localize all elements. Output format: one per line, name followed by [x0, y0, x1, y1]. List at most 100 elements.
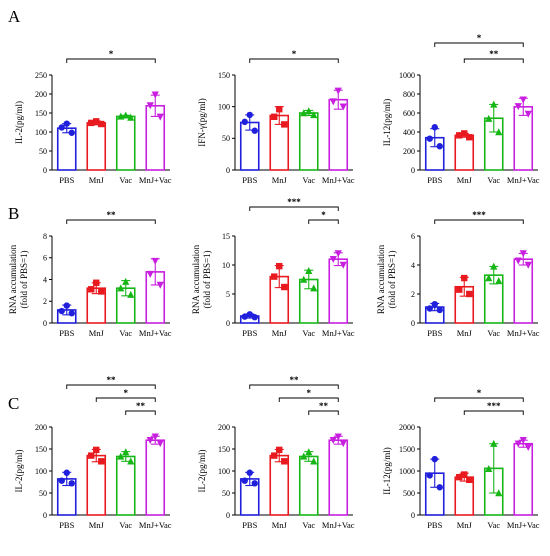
data-point	[68, 310, 75, 317]
data-point	[146, 270, 154, 278]
y-tick-label: 0	[226, 319, 230, 328]
significance-bracket	[66, 219, 156, 224]
y-axis-title: RNA accumulation	[8, 244, 18, 314]
significance-label: *	[109, 49, 114, 59]
significance-label: **	[489, 49, 499, 59]
category-label: PBS	[59, 328, 74, 338]
y-tick-label: 2	[43, 297, 47, 306]
y-tick-label: 100	[35, 128, 47, 137]
data-point	[456, 473, 463, 481]
y-tick-label: 600	[403, 109, 415, 118]
data-point	[122, 448, 130, 456]
y-tick-label: 150	[218, 445, 230, 454]
data-point	[246, 311, 253, 318]
data-point	[495, 128, 503, 136]
bar-chart: 0 50 100 150 200 250 IL-2(pg/ml) PBS MnJ Vac MnJ+V…	[14, 49, 172, 185]
data-point	[58, 124, 65, 131]
data-point	[146, 437, 154, 444]
data-point	[146, 102, 154, 110]
panel-label-b: B	[8, 204, 19, 223]
bar-chart: 0 50 100 150 200 IL-2(pg/ml) PBS MnJ Vac MnJ+Vac *…	[197, 375, 355, 530]
panel-label-c: C	[8, 394, 19, 413]
data-point	[305, 267, 313, 274]
significance-bracket	[434, 397, 524, 402]
significance-label: ***	[287, 197, 301, 207]
category-label: Vac	[487, 328, 500, 338]
y-tick-label: 150	[35, 445, 47, 454]
bar-chart: 0 2 4 6 RNA accumulation (fold of PBS=1) PBS Mn…	[376, 210, 540, 338]
data-point	[281, 121, 288, 128]
data-point	[519, 437, 527, 444]
significance-bracket	[125, 410, 156, 415]
data-point	[117, 284, 125, 292]
y-tick-label: 200	[218, 423, 230, 432]
bar	[513, 258, 534, 324]
data-point	[156, 281, 164, 289]
category-label: MnJ	[457, 328, 473, 338]
category-label: MnJ	[272, 328, 288, 338]
data-point	[122, 277, 130, 285]
y-axis-title: IL-12(pg/ml)	[382, 447, 392, 495]
data-point	[461, 274, 468, 282]
significance-bracket	[249, 384, 339, 389]
data-point	[300, 275, 308, 283]
data-point	[241, 313, 248, 320]
data-point	[63, 120, 70, 127]
data-point	[93, 446, 100, 454]
data-point	[461, 471, 468, 478]
data-point	[117, 112, 125, 120]
y-tick-label: 4	[43, 275, 47, 284]
category-label: Vac	[487, 520, 500, 530]
y-tick-label: 2000	[399, 423, 415, 432]
category-label: MnJ+Vac	[507, 520, 540, 530]
bar-chart: 0 500 1000 1500 2000 IL-12(pg/ml) PBS MnJ Vac MnJ…	[382, 388, 540, 530]
category-label: Vac	[119, 175, 132, 185]
significance-label: *	[292, 49, 297, 59]
data-point	[117, 452, 125, 460]
significance-bracket	[463, 58, 524, 63]
significance-bracket	[308, 410, 339, 415]
data-point	[310, 457, 318, 465]
data-point	[524, 261, 532, 269]
bar-chart: 0 5 10 15 RNA accumulation (fold of PBS=1) PBS…	[191, 197, 355, 338]
data-point	[519, 96, 527, 104]
category-label: PBS	[427, 520, 442, 530]
bar	[513, 442, 534, 516]
y-axis-title: RNA accumulation	[376, 244, 386, 314]
y-tick-label: 1000	[399, 71, 415, 80]
data-point	[436, 143, 443, 150]
y-tick-label: 150	[35, 109, 47, 118]
y-tick-label: 400	[403, 128, 415, 137]
data-point	[490, 100, 498, 108]
significance-bracket	[434, 42, 524, 47]
data-point	[281, 283, 288, 291]
bar	[115, 115, 136, 171]
data-point	[58, 477, 65, 484]
y-tick-label: 100	[35, 467, 47, 476]
y-tick-label: 200	[403, 147, 415, 156]
category-label: MnJ+Vac	[139, 175, 172, 185]
significance-bracket	[308, 219, 339, 224]
data-point	[246, 469, 253, 476]
significance-bracket	[434, 219, 524, 224]
y-tick-label: 800	[403, 90, 415, 99]
category-label: Vac	[119, 328, 132, 338]
y-tick-label: 50	[222, 134, 230, 143]
y-tick-label: 0	[43, 319, 47, 328]
data-point	[276, 446, 283, 454]
y-tick-label: 200	[35, 423, 47, 432]
category-label: MnJ	[89, 328, 105, 338]
category-label: PBS	[242, 328, 257, 338]
bar	[454, 134, 475, 171]
y-tick-label: 50	[39, 489, 47, 498]
data-point	[329, 437, 337, 444]
bar	[298, 455, 319, 516]
data-point	[514, 440, 522, 448]
data-point	[281, 458, 288, 465]
category-label: PBS	[59, 520, 74, 530]
category-label: MnJ	[272, 175, 288, 185]
category-label: MnJ	[272, 520, 288, 530]
y-axis-title: RNA accumulation	[191, 244, 201, 314]
data-point	[127, 457, 135, 465]
